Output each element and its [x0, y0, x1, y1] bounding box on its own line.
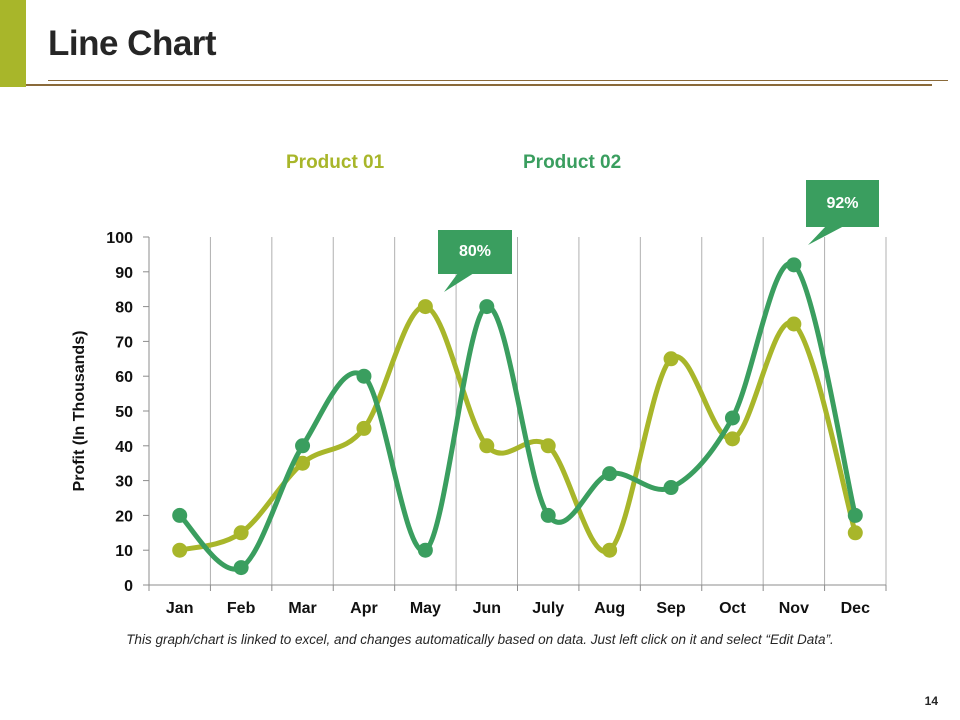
- series-product-02-point-jun: [479, 299, 495, 315]
- series-product-01-point-nov: [786, 316, 802, 332]
- series-product-02-point-jan: [172, 507, 188, 523]
- series-product-02-point-sep: [663, 480, 679, 496]
- series-product-02-point-feb: [233, 560, 249, 576]
- x-tick-label-sep: Sep: [656, 600, 686, 617]
- series-product-02-point-apr: [356, 368, 372, 384]
- y-axis-label: Profit (In Thousands): [71, 331, 88, 492]
- y-tick-label: 0: [124, 578, 133, 595]
- series-product-01-point-july: [540, 438, 556, 454]
- x-tick-label-oct: Oct: [719, 600, 746, 617]
- x-tick-label-july: July: [532, 600, 564, 617]
- footnote: This graph/chart is linked to excel, and…: [126, 632, 834, 647]
- x-tick-label-nov: Nov: [779, 600, 809, 617]
- y-tick-label: 40: [115, 439, 133, 456]
- title-divider-top: [48, 80, 948, 81]
- series-product-02-point-aug: [602, 466, 618, 482]
- y-tick-label: 50: [115, 404, 133, 421]
- title-accent-bar: [0, 0, 26, 87]
- series-product-02-point-oct: [724, 410, 740, 426]
- legend-product-01: Product 01: [286, 152, 385, 173]
- callout-92-pointer: [808, 226, 844, 245]
- x-tick-label-apr: Apr: [350, 600, 378, 617]
- y-tick-label: 10: [115, 543, 133, 560]
- series-product-02-point-mar: [295, 438, 311, 454]
- legend-product-02: Product 02: [523, 152, 622, 173]
- y-tick-label: 30: [115, 474, 133, 491]
- series-product-01-point-dec: [847, 525, 863, 541]
- y-tick-label: 100: [106, 230, 133, 247]
- y-tick-label: 90: [115, 265, 133, 282]
- y-tick-label: 20: [115, 508, 133, 525]
- y-tick-label: 70: [115, 334, 133, 351]
- series-product-01-point-oct: [724, 431, 740, 447]
- series-product-01-point-feb: [233, 525, 249, 541]
- page-number: 14: [924, 694, 938, 708]
- series-product-02-point-july: [540, 507, 556, 523]
- title-divider-bottom: [26, 84, 932, 86]
- y-tick-label: 60: [115, 369, 133, 386]
- series-product-02-point-nov: [786, 257, 802, 273]
- series-product-01-point-jan: [172, 542, 188, 558]
- callout-92-percent: 92%: [806, 180, 879, 227]
- series-product-01-point-may: [417, 299, 433, 315]
- callout-80-pointer: [444, 273, 474, 292]
- x-tick-label-jun: Jun: [473, 600, 501, 617]
- series-product-02-point-may: [417, 542, 433, 558]
- x-tick-label-feb: Feb: [227, 600, 256, 617]
- series-product-01-point-jun: [479, 438, 495, 454]
- x-tick-label-dec: Dec: [841, 600, 870, 617]
- x-tick-label-aug: Aug: [594, 600, 625, 617]
- series-product-01-point-aug: [602, 542, 618, 558]
- x-tick-label-jan: Jan: [166, 600, 194, 617]
- x-tick-label-mar: Mar: [288, 600, 316, 617]
- x-tick-label-may: May: [410, 600, 441, 617]
- series-product-01-point-mar: [295, 455, 311, 471]
- series-product-01-point-apr: [356, 420, 372, 436]
- series-product-01-point-sep: [663, 351, 679, 367]
- series-product-02-point-dec: [847, 507, 863, 523]
- page-title: Line Chart: [48, 24, 217, 63]
- callout-80-percent: 80%: [438, 230, 512, 274]
- y-tick-label: 80: [115, 300, 133, 317]
